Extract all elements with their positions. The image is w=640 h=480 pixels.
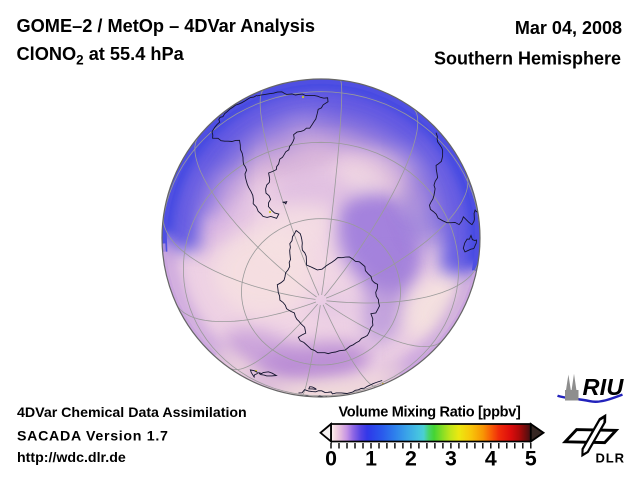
svg-text:Mar 04, 2008: Mar 04, 2008	[515, 18, 622, 38]
svg-text:RIU: RIU	[583, 374, 625, 400]
svg-text:5: 5	[525, 447, 537, 471]
svg-text:SACADA Version 1.7: SACADA Version 1.7	[17, 429, 169, 445]
svg-text:3: 3	[445, 447, 457, 471]
svg-text:4: 4	[485, 447, 497, 471]
svg-text:Volume Mixing Ratio [ppbv]: Volume Mixing Ratio [ppbv]	[338, 405, 521, 421]
svg-text:http://wdc.dlr.de: http://wdc.dlr.de	[17, 450, 126, 466]
svg-text:1: 1	[365, 447, 377, 471]
svg-text:4DVar Chemical Data Assimilati: 4DVar Chemical Data Assimilation	[17, 405, 247, 421]
svg-text:0: 0	[325, 447, 337, 471]
svg-text:DLR: DLR	[596, 451, 625, 466]
svg-text:Southern Hemisphere: Southern Hemisphere	[434, 49, 621, 69]
svg-text:ClONO2 at 55.4 hPa: ClONO2 at 55.4 hPa	[17, 44, 185, 68]
svg-text:2: 2	[405, 447, 417, 471]
svg-text:GOME–2 / MetOp – 4DVar Analysi: GOME–2 / MetOp – 4DVar Analysis	[17, 16, 316, 36]
